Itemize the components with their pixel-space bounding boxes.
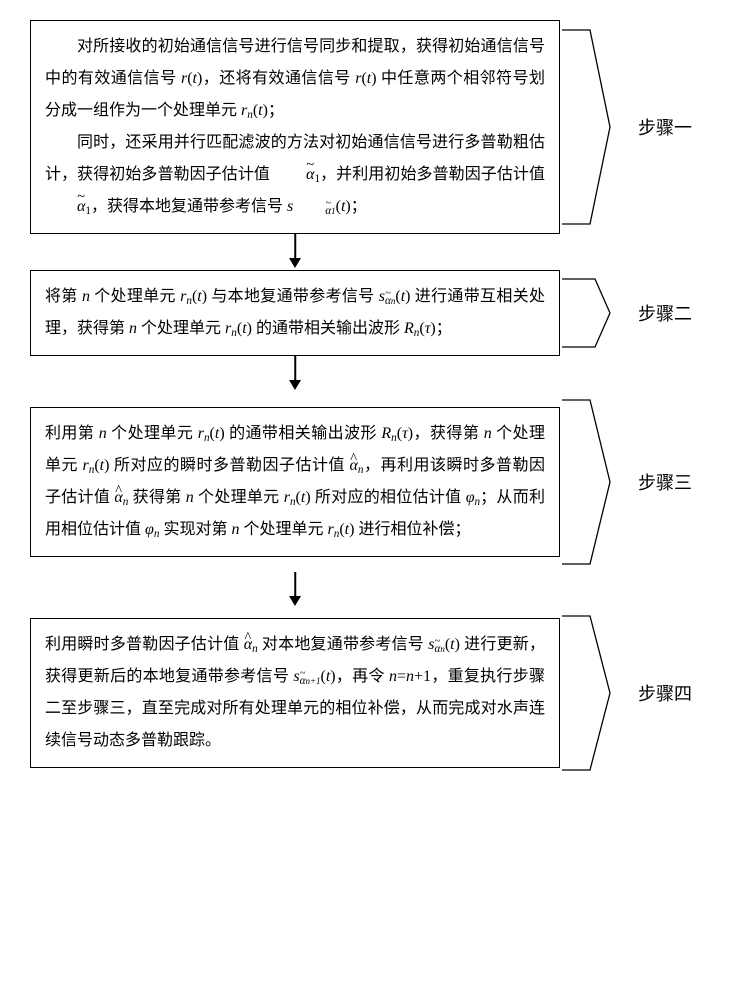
step-label-2: 步骤二 <box>638 300 692 326</box>
step-row-1: 对所接收的初始通信信号进行信号同步和提取，获得初始通信信号中的有效通信信号 r(… <box>30 20 726 234</box>
step-node-1: 对所接收的初始通信信号进行信号同步和提取，获得初始通信信号中的有效通信信号 r(… <box>30 20 560 234</box>
step-node-2: 将第 n 个处理单元 rn(t) 与本地复通带参考信号 sαn(t) 进行通带互… <box>30 270 560 356</box>
bracket-1 <box>560 22 630 232</box>
step-label-4: 步骤四 <box>638 680 692 706</box>
arrow-3-4 <box>30 572 560 608</box>
step-label-3: 步骤三 <box>638 469 692 495</box>
step2-para1: 将第 n 个处理单元 rn(t) 与本地复通带参考信号 sαn(t) 进行通带互… <box>45 281 545 345</box>
step-node-4: 利用瞬时多普勒因子估计值 αn 对本地复通带参考信号 sαn(t) 进行更新，获… <box>30 618 560 768</box>
bracket-3 <box>560 392 630 572</box>
step1-para2: 同时，还采用并行匹配滤波的方法对初始通信信号进行多普勒粗估计，获得初始多普勒因子… <box>45 127 545 223</box>
step-row-4: 利用瞬时多普勒因子估计值 αn 对本地复通带参考信号 sαn(t) 进行更新，获… <box>30 608 726 778</box>
step-label-1: 步骤一 <box>638 114 692 140</box>
bracket-2 <box>560 273 630 353</box>
step4-para1: 利用瞬时多普勒因子估计值 αn 对本地复通带参考信号 sαn(t) 进行更新，获… <box>45 629 545 757</box>
step1-para1: 对所接收的初始通信信号进行信号同步和提取，获得初始通信信号中的有效通信信号 r(… <box>45 31 545 127</box>
flowchart: 对所接收的初始通信信号进行信号同步和提取，获得初始通信信号中的有效通信信号 r(… <box>30 20 726 778</box>
step-row-2: 将第 n 个处理单元 rn(t) 与本地复通带参考信号 sαn(t) 进行通带互… <box>30 270 726 356</box>
bracket-4 <box>560 608 630 778</box>
step-node-3: 利用第 n 个处理单元 rn(t) 的通带相关输出波形 Rn(τ)，获得第 n … <box>30 407 560 557</box>
arrow-2-3 <box>30 356 560 392</box>
step3-para1: 利用第 n 个处理单元 rn(t) 的通带相关输出波形 Rn(τ)，获得第 n … <box>45 418 545 546</box>
arrow-1-2 <box>30 234 560 270</box>
step-row-3: 利用第 n 个处理单元 rn(t) 的通带相关输出波形 Rn(τ)，获得第 n … <box>30 392 726 572</box>
